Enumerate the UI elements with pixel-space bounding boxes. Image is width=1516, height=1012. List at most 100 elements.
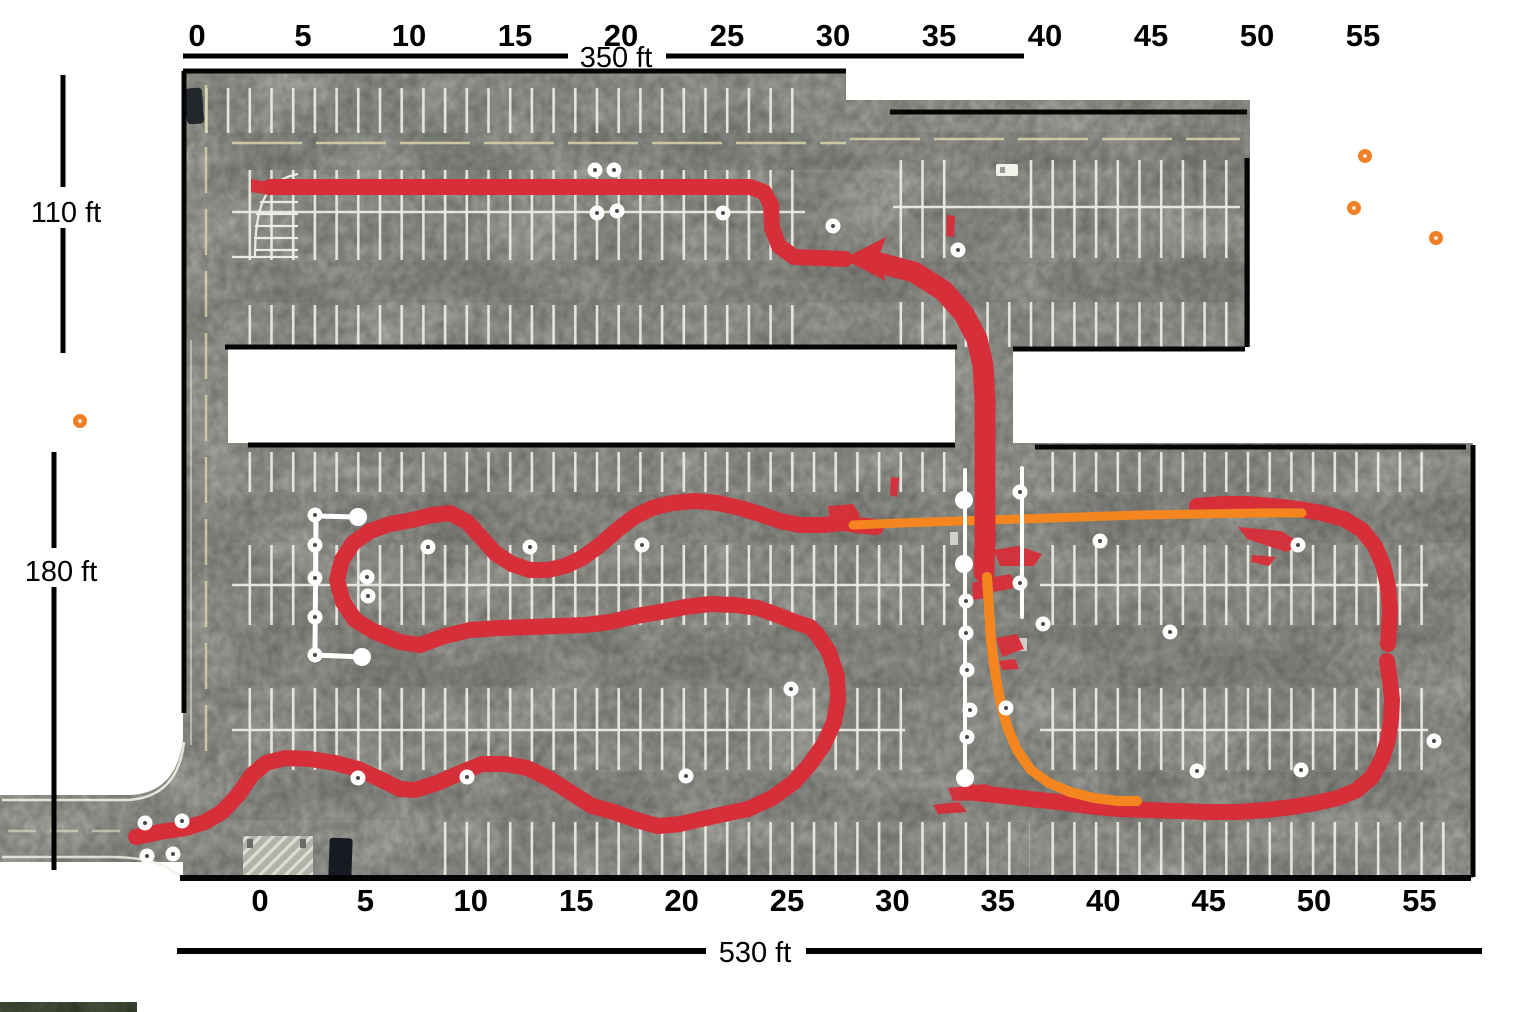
waypoint-dot-center: [1195, 769, 1199, 773]
bottom-ruler-tick-label: 25: [770, 883, 804, 918]
curb-line: [2, 855, 182, 878]
red-patch: [996, 634, 1024, 657]
waypoint-dot-center: [313, 615, 317, 619]
waypoint-dot-center: [1041, 622, 1045, 626]
waypoint-dot: [955, 491, 973, 509]
stall-row-midlines: [232, 205, 1428, 732]
pavement-sign: [1018, 638, 1027, 651]
bottom-ruler-tick-label: 20: [664, 883, 698, 918]
fan-arc: [253, 172, 299, 258]
bottom-ruler-tick-label: 30: [875, 883, 909, 918]
lot-borders: [180, 68, 1476, 881]
waypoint-dot-center: [964, 599, 968, 603]
orange-marker-center: [78, 419, 82, 423]
waypoint-dot-center: [684, 774, 688, 778]
top-ruler-tick-label: 35: [922, 18, 956, 53]
red-patch: [1251, 555, 1276, 566]
bottom-ruler-tick-label: 35: [981, 883, 1015, 918]
waypoint-dot-center: [313, 513, 317, 517]
waypoint-dot: [955, 555, 973, 573]
stall-row: [205, 88, 805, 133]
top-ruler-tick-label: 40: [1028, 18, 1062, 53]
waypoint-dot: [353, 648, 371, 666]
waypoint-dot-center: [640, 543, 644, 547]
waypoint-dot: [956, 769, 974, 787]
top-ruler-tick-label: 45: [1134, 18, 1168, 53]
stall-row: [1023, 160, 1240, 258]
left-upper-ruler-label: 110 ft: [31, 197, 101, 229]
left-lower-ruler-label: 180 ft: [25, 556, 98, 588]
waypoint-dot-center: [964, 631, 968, 635]
top-ruler-tick-label: 50: [1240, 18, 1274, 53]
waypoint-dot-center: [612, 168, 616, 172]
hatch-glyph: [300, 839, 306, 848]
red-patch: [946, 215, 955, 237]
red-path: [262, 179, 853, 267]
waypoint-dot-center: [1168, 630, 1172, 634]
top-ruler-tick-label: 20: [604, 18, 638, 53]
bottom-ruler-tick-label: 40: [1086, 883, 1120, 918]
waypoint-dot-center: [143, 821, 147, 825]
stall-row: [1040, 822, 1460, 876]
waypoint-dot-center: [789, 687, 793, 691]
bottom-ruler-tick-label: 55: [1402, 883, 1436, 918]
stall-row: [1040, 452, 1428, 492]
white-car: [996, 164, 1018, 176]
red-patch: [933, 802, 967, 814]
white-info-line: [312, 513, 365, 660]
top-ruler-tick-label: 0: [188, 18, 205, 53]
orange-marker-center: [1363, 154, 1367, 158]
stall-row: [893, 302, 1240, 347]
orange-marker-center: [1434, 236, 1438, 240]
waypoint-dot-center: [465, 775, 469, 779]
waypoint-dot-center: [313, 576, 317, 580]
waypoint-dot-center: [615, 209, 619, 213]
red-vertical-layer: [868, 252, 996, 583]
red-path: [1189, 496, 1398, 652]
bottom-ruler-tick-label: 50: [1297, 883, 1331, 918]
orange-line-layer: [848, 508, 1307, 530]
parked-car-dark: [328, 837, 353, 880]
waypoint-dot-center: [965, 735, 969, 739]
waypoint-dot-center: [831, 224, 835, 228]
red-vertical-path: [868, 252, 996, 583]
red-path-layer: [128, 179, 1400, 845]
waypoint-dot-center: [313, 543, 317, 547]
waypoint-dot-center: [365, 575, 369, 579]
ruler-layer: 0 5 10 15 20 25 30 35 40 45 50 55 0 5 10 15 20 25 30 35 40 45…: [51, 18, 1482, 954]
waypoint-dot-center: [528, 545, 532, 549]
orange-line: [848, 508, 1307, 530]
waypoint-dot-center: [171, 852, 175, 856]
bottom-ruler-tick-label: 0: [251, 883, 268, 918]
waypoint-dot-center: [1098, 539, 1102, 543]
red-path: [128, 493, 884, 845]
waypoint-dot-center: [593, 168, 597, 172]
white-car-window: [1000, 167, 1005, 173]
waypoint-dot-center: [426, 545, 430, 549]
waypoint-dot-center: [1299, 768, 1303, 772]
waypoint-marker-layer: [137, 162, 1442, 864]
bottom-ruler-tick-label: 5: [357, 883, 374, 918]
waypoint-dot-center: [721, 211, 725, 215]
red-patch: [1238, 527, 1302, 552]
stall-row: [437, 822, 1030, 876]
bottom-ruler-tick-label: 15: [559, 883, 593, 918]
parked-car-dark: [185, 87, 204, 125]
waypoint-dot-center: [356, 776, 360, 780]
waypoint-dot-center: [180, 819, 184, 823]
stall-row: [232, 305, 802, 347]
top-ruler-tick-label: 25: [710, 18, 744, 53]
waypoint-dot-center: [968, 708, 972, 712]
bottom-ruler-tick-label: 45: [1191, 883, 1225, 918]
top-ruler-length-label: 350 ft: [580, 42, 653, 74]
red-patch: [890, 477, 899, 497]
waypoint-dot-center: [965, 668, 969, 672]
bottom-ruler-length-label: 530 ft: [719, 937, 792, 969]
red-patch: [988, 574, 1018, 592]
orange-curve: [982, 572, 1142, 806]
red-patch: [972, 580, 985, 600]
waypoint-dot-center: [313, 653, 317, 657]
pavement-sign: [950, 532, 958, 545]
